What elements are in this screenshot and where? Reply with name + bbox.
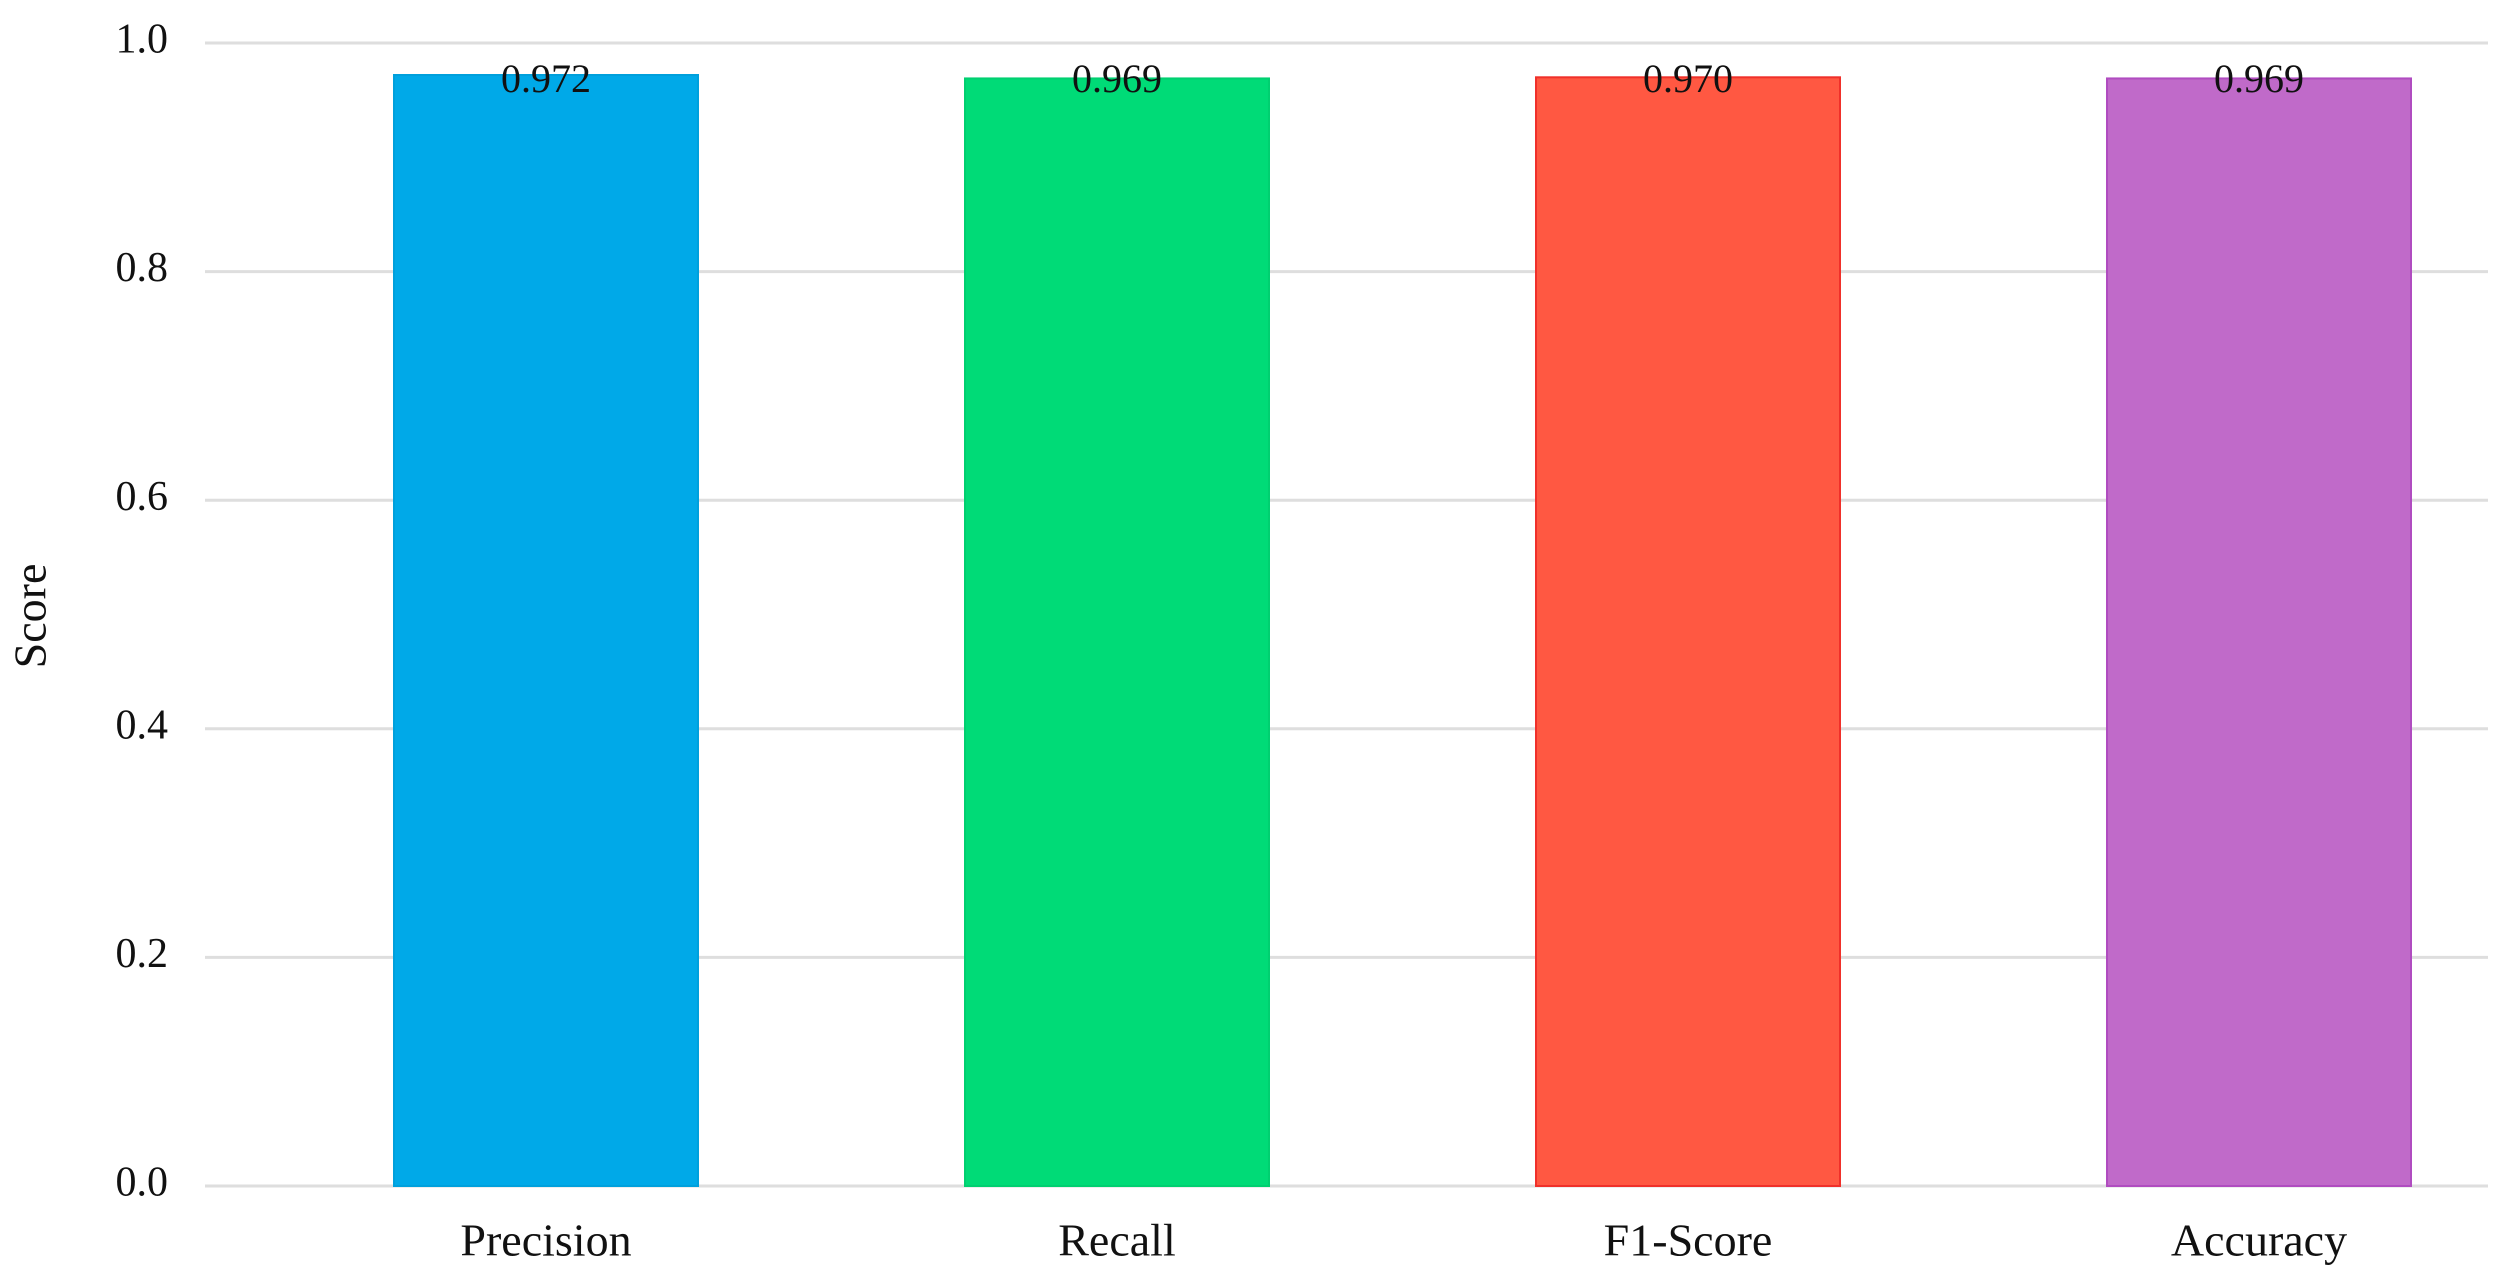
value-label: 0.970 (1643, 56, 1733, 101)
bar (964, 77, 1270, 1188)
y-tick-label: 1.0 (116, 17, 169, 63)
value-label: 0.972 (501, 56, 591, 101)
bar (393, 74, 699, 1187)
y-tick-label: 0.2 (116, 931, 169, 977)
x-tick-label: Precision (460, 1215, 631, 1266)
bar (2106, 77, 2412, 1188)
bar (1535, 76, 1841, 1187)
value-label: 0.969 (1072, 56, 1162, 101)
y-axis-label: Score (5, 564, 56, 669)
value-label: 0.969 (2214, 56, 2304, 101)
x-tick-label: Recall (1058, 1215, 1176, 1266)
y-tick-label: 0.4 (116, 702, 169, 748)
y-tick-label: 0.6 (116, 474, 169, 520)
y-tick-label: 0.8 (116, 245, 169, 291)
x-tick-label: Accuracy (2171, 1215, 2347, 1266)
x-tick-label: F1-Score (1604, 1215, 1773, 1266)
y-tick-label: 0.0 (116, 1160, 169, 1206)
